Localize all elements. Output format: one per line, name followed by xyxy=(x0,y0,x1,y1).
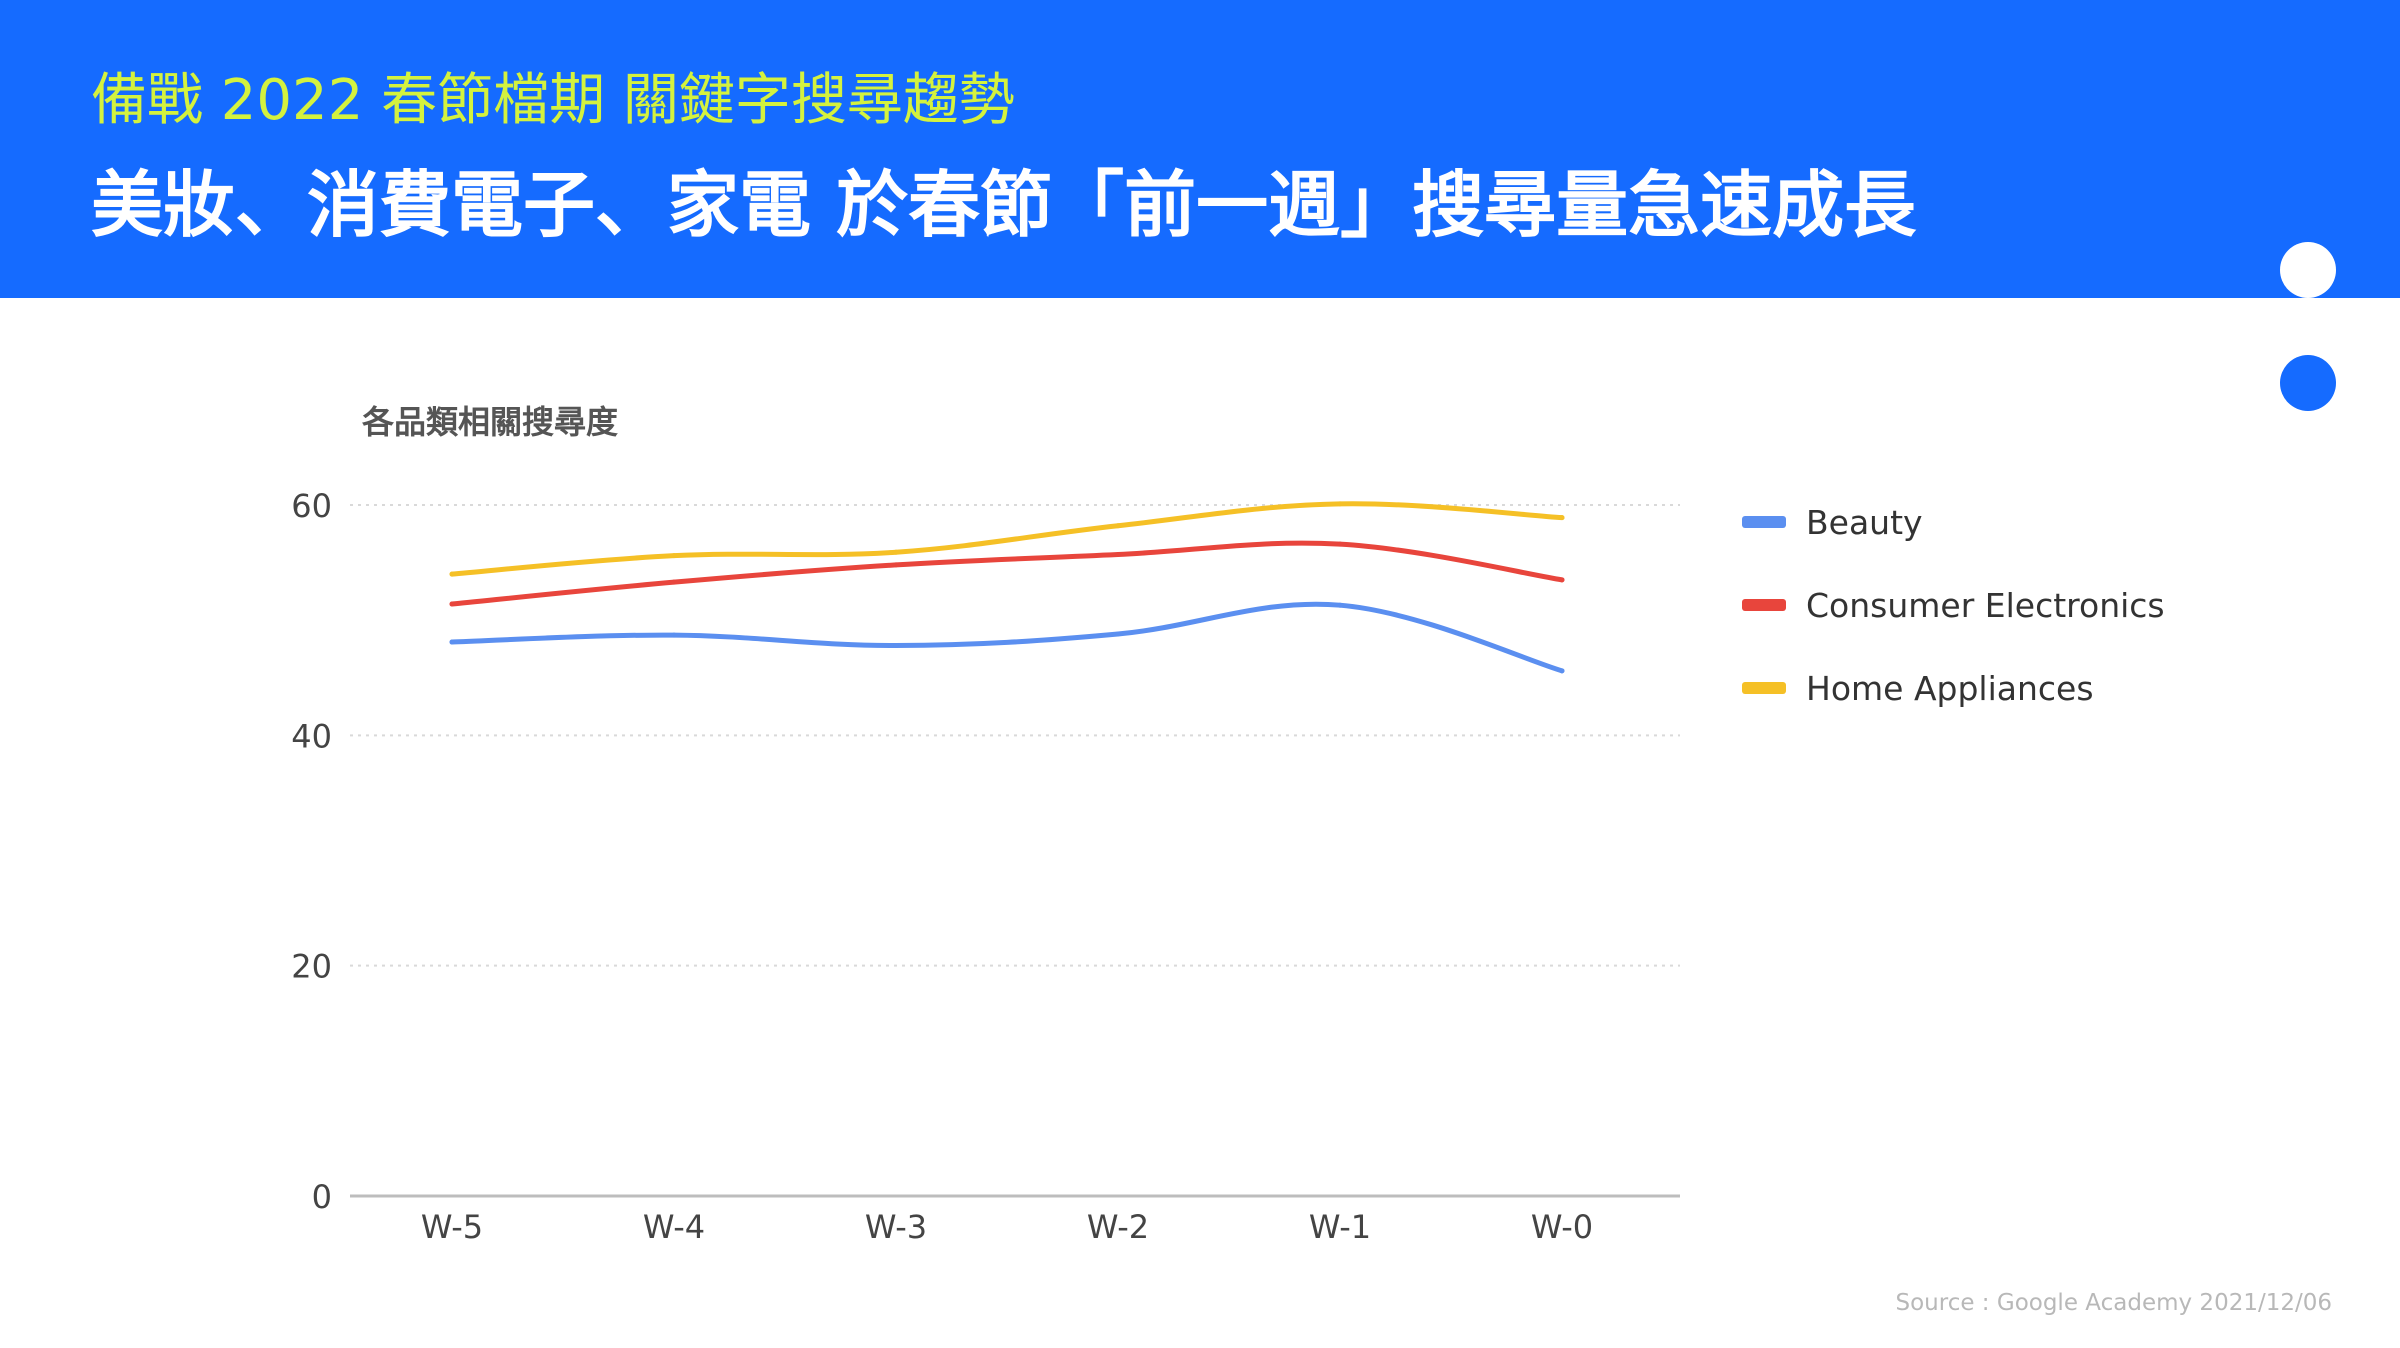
x-axis-ticks: W-5 W-4 W-3 W-2 W-1 W-0 xyxy=(421,1208,1593,1246)
slide-indicator-dot-blue xyxy=(2280,355,2336,411)
header-banner: 備戰 2022 春節檔期 關鍵字搜尋趨勢 美妝、消費電子、家電 於春節「前一週」… xyxy=(0,0,2400,298)
data-point-beauty xyxy=(1559,668,1565,674)
data-point-consumer-electronics xyxy=(1559,577,1565,583)
x-tick-label: W-0 xyxy=(1531,1208,1593,1246)
data-point-beauty xyxy=(449,639,455,645)
data-point-consumer-electronics xyxy=(671,579,677,585)
slide-title: 美妝、消費電子、家電 於春節「前一週」搜尋量急速成長 xyxy=(91,163,1917,247)
chart-series xyxy=(449,501,1565,674)
series-line-beauty xyxy=(449,601,1565,674)
data-point-consumer-electronics xyxy=(1337,541,1343,547)
x-tick-label: W-4 xyxy=(643,1208,705,1246)
legend-swatch xyxy=(1742,516,1786,528)
legend-item-beauty: Beauty xyxy=(1742,503,1923,542)
data-point-home-appliances xyxy=(1559,515,1565,521)
legend-item-home-appliances: Home Appliances xyxy=(1742,669,2094,708)
source-note: Source : Google Academy 2021/12/06 xyxy=(1895,1290,2333,1316)
data-point-beauty xyxy=(1115,631,1121,637)
chart-legend: Beauty Consumer Electronics Home Appliance… xyxy=(1742,503,2165,708)
legend-swatch xyxy=(1742,599,1786,611)
series-line-home-appliances xyxy=(449,501,1565,577)
chart-gridlines xyxy=(350,504,1680,1198)
x-tick-label: W-2 xyxy=(1087,1208,1149,1246)
data-point-beauty xyxy=(893,643,899,649)
y-tick-label: 60 xyxy=(291,487,332,525)
data-point-consumer-electronics xyxy=(1115,552,1121,558)
legend-item-consumer-electronics: Consumer Electronics xyxy=(1742,586,2165,625)
chart-title: 各品類相關搜尋度 xyxy=(362,403,618,441)
data-point-home-appliances xyxy=(671,553,677,559)
data-point-home-appliances xyxy=(449,571,455,577)
x-tick-label: W-5 xyxy=(421,1208,483,1246)
line-chart: 各品類相關搜尋度 0 20 40 60 W-5 W-4 W-3 W-2 W-1 W-0 Beau… xyxy=(291,403,2165,1246)
data-point-consumer-electronics xyxy=(893,562,899,568)
legend-label: Home Appliances xyxy=(1806,669,2094,708)
y-tick-label: 40 xyxy=(291,717,332,755)
legend-label: Beauty xyxy=(1806,503,1923,542)
data-point-beauty xyxy=(671,632,677,638)
x-tick-label: W-1 xyxy=(1309,1208,1371,1246)
legend-swatch xyxy=(1742,682,1786,694)
y-tick-label: 20 xyxy=(291,948,332,986)
slide-subtitle: 備戰 2022 春節檔期 關鍵字搜尋趨勢 xyxy=(91,68,1015,133)
data-point-consumer-electronics xyxy=(449,601,455,607)
x-tick-label: W-3 xyxy=(865,1208,927,1246)
y-axis-ticks: 0 20 40 60 xyxy=(291,487,332,1216)
data-point-home-appliances xyxy=(893,549,899,555)
data-point-home-appliances xyxy=(1115,523,1121,529)
legend-label: Consumer Electronics xyxy=(1806,586,2165,625)
y-tick-label: 0 xyxy=(312,1178,332,1216)
data-point-beauty xyxy=(1337,602,1343,608)
data-point-home-appliances xyxy=(1337,501,1343,507)
series-line-consumer-electronics xyxy=(449,540,1565,607)
slide-indicator-dot-white xyxy=(2280,242,2336,298)
